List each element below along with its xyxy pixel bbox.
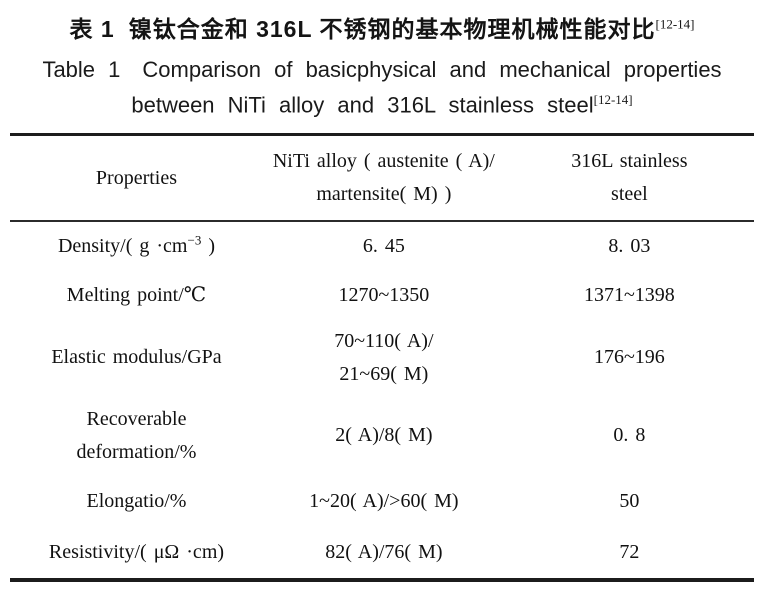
recoverable-property-line2: deformation/% [76, 440, 197, 463]
table-row-density: Density/( g ·cm−3 ) 6. 45 8. 03 [10, 221, 754, 271]
elongation-niti-value: 1~20( A)/>60( M) [309, 490, 459, 513]
recoverable-property-line1: Recoverable [86, 407, 187, 430]
table-title-chinese: 表 1 镍钛合金和 316L 不锈钢的基本物理机械性能对比[12-14] [0, 0, 764, 44]
table-row-melting-point: Melting point/℃ 1270~1350 1371~1398 [10, 271, 754, 321]
recoverable-steel-value: 0. 8 [613, 424, 646, 447]
table-number-english: Table 1 [42, 57, 121, 82]
elastic-niti-value: 70~110( A)/ 21~69( M) [263, 321, 505, 395]
table-caption-chinese: 镍钛合金和 316L 不锈钢的基本物理机械性能对比 [128, 16, 656, 42]
table-number-chinese: 表 1 [69, 16, 115, 42]
density-steel-value: 8. 03 [608, 234, 651, 257]
density-property-tail: ) [201, 234, 215, 257]
citation-ref-english: [12-14] [593, 92, 633, 107]
col-header-properties: Properties [95, 166, 178, 189]
melting-niti-value: 1270~1350 [338, 284, 430, 307]
elastic-niti-line2: 21~69( M) [339, 362, 429, 385]
melting-property-cell: Melting point/℃ [66, 284, 207, 307]
resistivity-property-cell: Resistivity/( μΩ ·cm) [48, 540, 225, 563]
table-row-resistivity: Resistivity/( μΩ ·cm) 82( A)/76( M) 72 [10, 527, 754, 580]
table-row-elongation: Elongatio/% 1~20( A)/>60( M) 50 [10, 477, 754, 527]
density-exponent: −3 [187, 232, 202, 248]
melting-steel-value: 1371~1398 [583, 284, 675, 307]
density-property-cell: Density/( g ·cm−3 ) [10, 221, 263, 271]
table-row-elastic-modulus: Elastic modulus/GPa 70~110( A)/ 21~69( M… [10, 321, 754, 395]
col-header-316l-steel: 316L stainless steel [505, 135, 754, 221]
elastic-steel-value: 176~196 [593, 346, 665, 369]
elongation-property-cell: Elongatio/% [86, 490, 187, 513]
col-header-niti-line1: NiTi alloy ( austenite ( A)/ [272, 150, 495, 173]
col-header-niti-line2: martensite( M) ) [316, 183, 452, 206]
elastic-property-cell: Elastic modulus/GPa [51, 346, 222, 369]
col-header-steel-line2: steel [611, 183, 648, 206]
density-property-text: Density/( g ·cm [57, 234, 188, 257]
resistivity-niti-value: 82( A)/76( M) [325, 540, 443, 563]
citation-ref-chinese: [12-14] [655, 16, 695, 32]
table-row-recoverable-deformation: Recoverable deformation/% 2( A)/8( M) 0.… [10, 395, 754, 477]
col-header-steel-line1: 316L stainless [571, 150, 688, 173]
recoverable-niti-value: 2( A)/8( M) [335, 424, 433, 447]
table-title-english-line1: Table 1 Comparison of basicphysical and m… [0, 57, 764, 83]
recoverable-property-cell: Recoverable deformation/% [10, 395, 263, 477]
table-header-row: Properties NiTi alloy ( austenite ( A)/ … [10, 135, 754, 221]
col-header-niti-alloy: NiTi alloy ( austenite ( A)/ martensite(… [263, 135, 505, 221]
elastic-niti-line1: 70~110( A)/ [334, 329, 434, 352]
properties-comparison-table: Properties NiTi alloy ( austenite ( A)/ … [10, 133, 754, 582]
table-caption-english-part1: Comparison of basicphysical and mechanic… [142, 57, 722, 82]
table-caption-english-part2: between NiTi alloy and 316L stainless st… [131, 92, 594, 118]
resistivity-steel-value: 72 [619, 540, 640, 563]
table-title-english-line2: between NiTi alloy and 316L stainless st… [0, 92, 764, 118]
density-niti-value: 6. 45 [362, 234, 405, 257]
elongation-steel-value: 50 [619, 490, 640, 513]
